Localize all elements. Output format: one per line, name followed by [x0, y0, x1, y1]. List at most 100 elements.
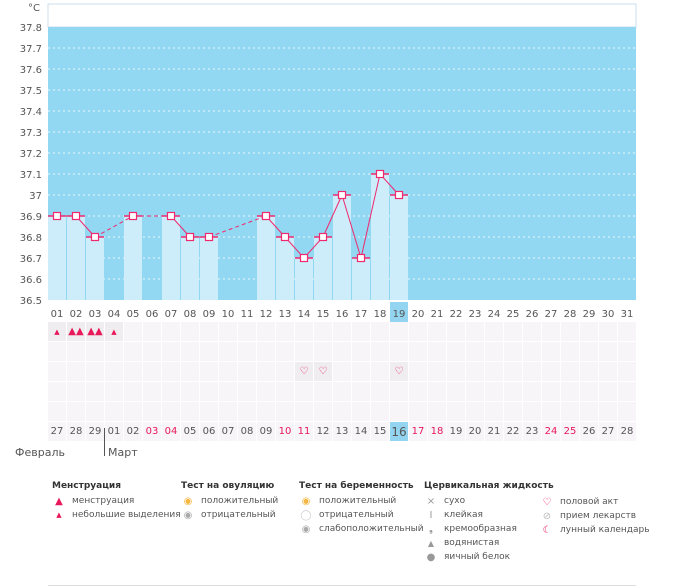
day-cell[interactable]	[466, 362, 484, 381]
day-cell[interactable]	[466, 322, 484, 341]
day-cell[interactable]	[219, 402, 237, 421]
date-cell[interactable]: 05	[181, 422, 199, 441]
day-cell[interactable]	[105, 402, 123, 421]
date-cell[interactable]: 25	[561, 422, 579, 441]
day-cell[interactable]	[143, 402, 161, 421]
day-cell[interactable]	[428, 322, 446, 341]
day-cell[interactable]	[409, 342, 427, 361]
date-cell[interactable]: 12	[314, 422, 332, 441]
day-cell[interactable]	[200, 402, 218, 421]
day-cell[interactable]	[162, 382, 180, 401]
day-cell[interactable]	[580, 402, 598, 421]
day-cell[interactable]	[162, 322, 180, 341]
date-cell[interactable]: 13	[333, 422, 351, 441]
day-cell[interactable]	[124, 402, 142, 421]
day-cell[interactable]	[314, 342, 332, 361]
day-cell[interactable]	[580, 322, 598, 341]
day-cell[interactable]	[371, 362, 389, 381]
date-cell[interactable]: 28	[618, 422, 636, 441]
day-cell[interactable]	[409, 362, 427, 381]
date-cell[interactable]: 21	[485, 422, 503, 441]
day-cell[interactable]	[561, 362, 579, 381]
day-cell[interactable]	[428, 382, 446, 401]
day-cell[interactable]	[200, 382, 218, 401]
day-cell[interactable]	[86, 342, 104, 361]
date-cell[interactable]: 27	[48, 422, 66, 441]
day-cell[interactable]	[599, 362, 617, 381]
day-cell[interactable]	[618, 322, 636, 341]
day-cell[interactable]	[390, 402, 408, 421]
date-cell[interactable]: 06	[200, 422, 218, 441]
day-cell[interactable]	[447, 322, 465, 341]
date-cell[interactable]: 08	[238, 422, 256, 441]
day-cell[interactable]	[238, 402, 256, 421]
day-cell[interactable]	[428, 342, 446, 361]
day-cell[interactable]	[561, 342, 579, 361]
day-cell[interactable]	[48, 362, 66, 381]
day-cell[interactable]	[599, 342, 617, 361]
day-cell[interactable]	[181, 362, 199, 381]
day-cell[interactable]	[542, 322, 560, 341]
day-cell[interactable]	[257, 382, 275, 401]
day-cell[interactable]	[48, 382, 66, 401]
day-cell[interactable]	[333, 402, 351, 421]
day-cell[interactable]	[295, 322, 313, 341]
day-cell[interactable]: ▲	[105, 322, 123, 341]
day-cell[interactable]	[561, 322, 579, 341]
day-cell[interactable]: ♡	[314, 362, 332, 381]
day-cell[interactable]	[542, 362, 560, 381]
date-cell[interactable]: 18	[428, 422, 446, 441]
day-cell[interactable]	[276, 342, 294, 361]
day-cell[interactable]	[257, 362, 275, 381]
day-cell[interactable]	[352, 322, 370, 341]
day-cell[interactable]	[200, 362, 218, 381]
day-cell[interactable]	[67, 402, 85, 421]
day-cell[interactable]	[86, 402, 104, 421]
day-cell[interactable]	[86, 362, 104, 381]
day-cell[interactable]	[504, 362, 522, 381]
day-cell[interactable]	[466, 402, 484, 421]
day-cell[interactable]	[162, 362, 180, 381]
day-cell[interactable]	[219, 342, 237, 361]
day-cell[interactable]	[580, 342, 598, 361]
day-cell[interactable]	[333, 322, 351, 341]
day-cell[interactable]	[333, 382, 351, 401]
day-cell[interactable]	[219, 382, 237, 401]
day-cell[interactable]	[371, 382, 389, 401]
date-cell[interactable]: 11	[295, 422, 313, 441]
day-cell[interactable]	[105, 342, 123, 361]
day-cell[interactable]	[276, 382, 294, 401]
day-cell[interactable]	[390, 322, 408, 341]
date-cell[interactable]: 07	[219, 422, 237, 441]
day-cell[interactable]	[219, 362, 237, 381]
day-cell[interactable]	[599, 402, 617, 421]
day-cell[interactable]	[105, 362, 123, 381]
day-cell[interactable]	[200, 322, 218, 341]
day-cell[interactable]	[48, 402, 66, 421]
day-cell[interactable]	[580, 362, 598, 381]
day-cell[interactable]	[276, 322, 294, 341]
day-cell[interactable]	[447, 362, 465, 381]
day-cell[interactable]	[371, 402, 389, 421]
day-cell[interactable]	[523, 322, 541, 341]
day-cell[interactable]	[181, 382, 199, 401]
day-cell[interactable]	[409, 382, 427, 401]
day-cell[interactable]	[504, 382, 522, 401]
day-cell[interactable]	[238, 362, 256, 381]
day-cell[interactable]	[618, 342, 636, 361]
day-cell[interactable]: ▲	[48, 322, 66, 341]
date-cell[interactable]: 16	[390, 422, 408, 441]
day-cell[interactable]	[162, 342, 180, 361]
day-cell[interactable]	[466, 382, 484, 401]
day-cell[interactable]	[485, 322, 503, 341]
day-cell[interactable]: ▲▲	[67, 322, 85, 341]
day-cell[interactable]	[428, 362, 446, 381]
day-cell[interactable]	[143, 362, 161, 381]
day-cell[interactable]	[314, 382, 332, 401]
day-cell[interactable]	[162, 402, 180, 421]
day-cell[interactable]	[295, 402, 313, 421]
day-cell[interactable]	[48, 342, 66, 361]
day-cell[interactable]	[504, 322, 522, 341]
day-cell[interactable]	[371, 342, 389, 361]
date-cell[interactable]: 15	[371, 422, 389, 441]
